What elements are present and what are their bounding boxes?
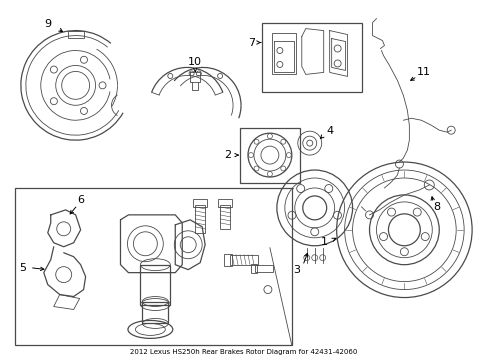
Bar [140, 265, 170, 305]
Bar [218, 199, 232, 207]
Text: 11: 11 [416, 67, 430, 77]
Bar [15, 188, 291, 345]
Bar [229, 255, 258, 265]
Bar [240, 128, 299, 183]
Text: 1: 1 [321, 237, 327, 247]
Text: 2: 2 [224, 150, 231, 160]
Bar [262, 23, 361, 92]
Bar [224, 254, 232, 266]
Text: 5: 5 [20, 263, 26, 273]
Text: 10: 10 [188, 58, 202, 67]
Bar [250, 264, 256, 273]
Bar [271, 32, 295, 75]
Text: 6: 6 [77, 195, 84, 205]
Bar [254, 265, 272, 272]
Text: 9: 9 [44, 19, 51, 28]
Text: 7: 7 [248, 37, 255, 48]
Bar [142, 302, 168, 323]
Text: 3: 3 [293, 265, 300, 275]
Text: 8: 8 [433, 202, 440, 212]
Text: 4: 4 [325, 126, 332, 136]
Bar [193, 199, 207, 207]
Bar [195, 205, 205, 233]
Bar [220, 205, 229, 229]
Text: 2012 Lexus HS250h Rear Brakes Rotor Diagram for 42431-42060: 2012 Lexus HS250h Rear Brakes Rotor Diag… [130, 349, 357, 355]
